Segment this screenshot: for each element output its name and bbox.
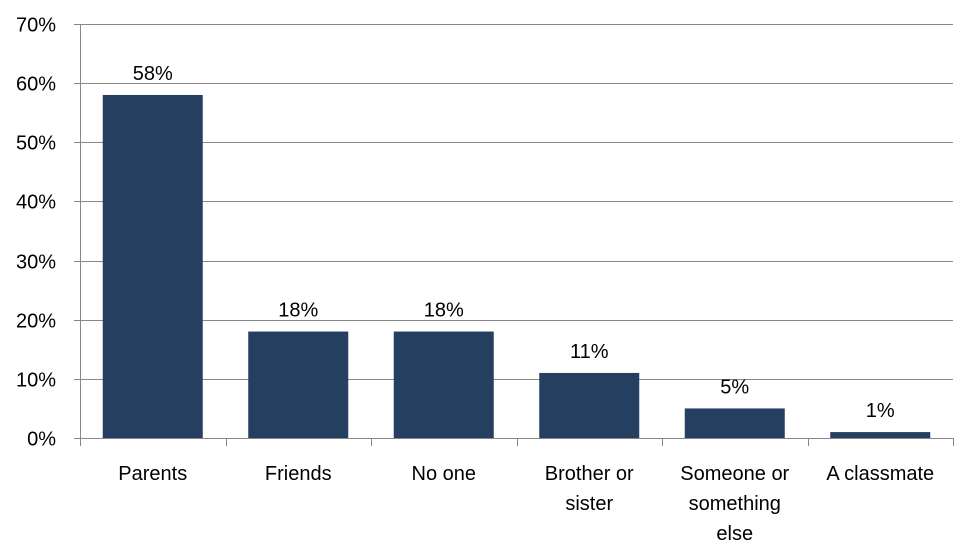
bar <box>248 331 349 438</box>
x-tick-label-line: A classmate <box>826 463 934 485</box>
data-label: 11% <box>570 341 609 363</box>
bar <box>684 408 785 438</box>
y-tick-label: 50% <box>16 133 56 155</box>
data-label: 1% <box>866 400 895 422</box>
x-tick-label: Someone or something else <box>680 463 789 545</box>
x-tick-label-line: sister <box>565 493 613 515</box>
x-tick-label: No one <box>412 463 477 485</box>
data-label: 5% <box>720 376 749 398</box>
bar <box>830 432 931 438</box>
bars <box>102 94 931 438</box>
data-label: 58% <box>133 63 173 85</box>
x-tick-label: Friends <box>265 463 332 485</box>
x-tick-label-line: Parents <box>118 463 187 485</box>
bar <box>393 331 494 438</box>
x-tick-label-line: Brother or <box>545 463 634 485</box>
y-tick-label: 30% <box>16 252 56 274</box>
bar <box>539 372 640 438</box>
y-tick-label: 40% <box>16 192 56 214</box>
x-tick-label: Parents <box>118 463 187 485</box>
grid-lines <box>80 24 953 380</box>
x-tick-label-line: something <box>689 493 781 515</box>
y-tick-label: 10% <box>16 370 56 392</box>
x-tick-label-line: Someone or <box>680 463 789 485</box>
x-tick-label-line: else <box>716 523 753 545</box>
y-tick-label: 60% <box>16 74 56 96</box>
y-tick-label: 0% <box>27 429 56 451</box>
bar <box>102 94 203 438</box>
labels: 0% 10% 20% 30% 40% 50% 60% 70% 58% Parents 18% Frie… <box>16 15 934 546</box>
y-tick-label: 20% <box>16 311 56 333</box>
x-tick-label-line: Friends <box>265 463 332 485</box>
data-label: 18% <box>424 300 464 322</box>
x-tick-label: Brother or sister <box>545 463 634 515</box>
x-tick-label: A classmate <box>826 463 934 485</box>
x-tick-label-line: No one <box>412 463 477 485</box>
y-tick-label: 70% <box>16 15 56 37</box>
axes <box>74 24 954 446</box>
data-label: 18% <box>278 300 318 322</box>
